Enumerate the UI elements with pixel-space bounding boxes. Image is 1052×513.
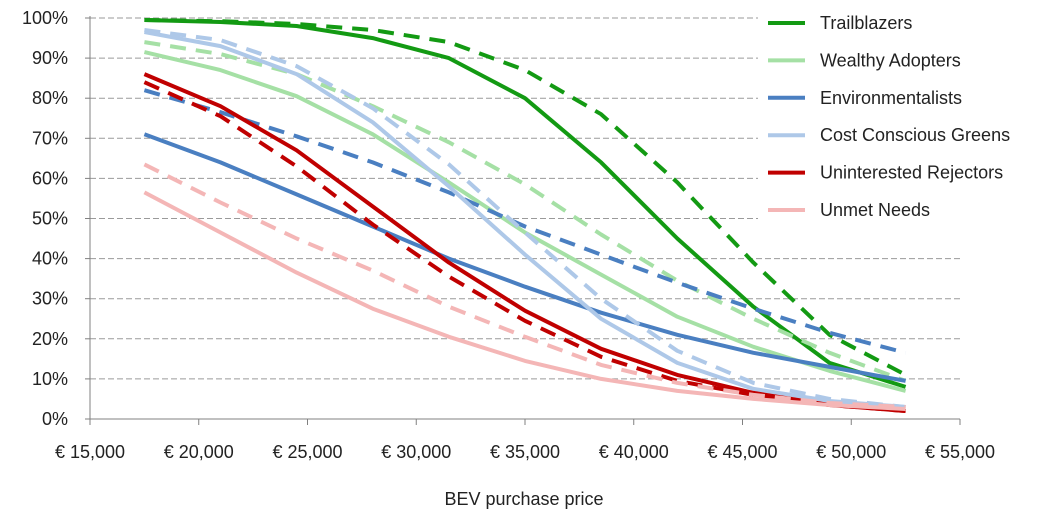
y-tick-label: 40% (32, 249, 68, 269)
series-line-environmentalists-dashed (143, 88, 907, 355)
x-tick-label: € 30,000 (381, 442, 451, 462)
legend-label: Environmentalists (820, 88, 962, 108)
x-tick-label: € 15,000 (55, 442, 125, 462)
x-axis-title: BEV purchase price (444, 489, 603, 509)
legend-item-environmentalists: Environmentalists (768, 88, 962, 108)
series-line-unmet-needs-dashed (143, 162, 906, 409)
x-tick-label: € 20,000 (164, 442, 234, 462)
legend: Trailblazers Wealthy Adopters Environmenta… (758, 0, 1052, 242)
legend-label: Unmet Needs (820, 200, 930, 220)
y-tick-label: 90% (32, 48, 68, 68)
x-tick-label: € 55,000 (925, 442, 995, 462)
y-tick-label: 0% (42, 409, 68, 429)
x-tick-label: € 50,000 (816, 442, 886, 462)
legend-item-unmet-needs: Unmet Needs (768, 200, 930, 220)
legend-label: Cost Conscious Greens (820, 125, 1010, 145)
legend-label: Wealthy Adopters (820, 50, 961, 70)
series-line-wealthy-adopters-solid (143, 50, 907, 393)
legend-label: Uninterested Rejectors (820, 163, 1003, 183)
legend-item-cost-conscious-greens: Cost Conscious Greens (768, 125, 1010, 145)
y-tick-label: 100% (22, 8, 68, 28)
legend-label: Trailblazers (820, 13, 912, 33)
y-tick-label: 10% (32, 369, 68, 389)
x-tick-label: € 25,000 (272, 442, 342, 462)
legend-item-uninterested-rejectors: Uninterested Rejectors (768, 163, 1003, 183)
legend-item-trailblazers: Trailblazers (768, 13, 912, 33)
y-tick-label: 20% (32, 329, 68, 349)
series-line-cost-conscious-greens-dashed (144, 28, 906, 409)
y-tick-label: 60% (32, 168, 68, 188)
x-tick-labels: € 15,000 € 20,000 € 25,000 € 30,000 € 35,000… (55, 442, 995, 462)
legend-item-wealthy-adopters: Wealthy Adopters (768, 50, 961, 70)
y-tick-label: 50% (32, 209, 68, 229)
x-tick-label: € 40,000 (599, 442, 669, 462)
y-tick-label: 30% (32, 289, 68, 309)
legend-box (758, 0, 1052, 242)
x-tick-label: € 35,000 (490, 442, 560, 462)
y-tick-label: 70% (32, 128, 68, 148)
series-line-environmentalists-solid (143, 132, 906, 383)
series-line-unmet-needs-solid (143, 190, 906, 411)
y-tick-label: 80% (32, 88, 68, 108)
y-tick-labels: 0% 10% 20% 30% 40% 50% 60% 70% 80% 90% 100% (22, 8, 68, 429)
series-line-trailblazers-solid (144, 18, 907, 389)
x-tick-label: € 45,000 (707, 442, 777, 462)
series-lines (143, 18, 907, 413)
series-line-cost-conscious-greens-solid (144, 30, 906, 409)
series-line-wealthy-adopters-dashed (144, 40, 907, 383)
axes (85, 16, 961, 425)
